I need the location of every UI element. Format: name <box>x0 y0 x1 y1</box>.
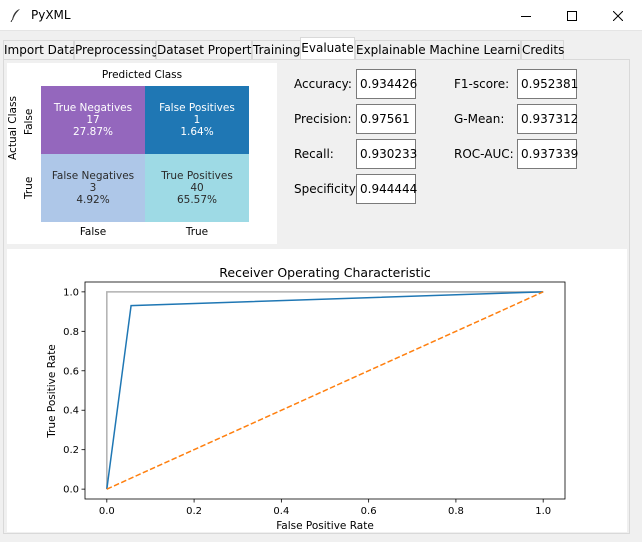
window-title: PyXML <box>31 8 71 22</box>
cm-cell-label: True Negatives <box>53 102 133 114</box>
cm-cell-percent: 4.92% <box>76 194 110 206</box>
plot-frame <box>84 281 566 500</box>
x-axis-label: False Positive Rate <box>276 520 374 532</box>
cm-cell-true-negatives: True Negatives 17 27.87% <box>41 86 145 154</box>
cm-cell-count: 3 <box>89 182 97 194</box>
recall-value-field[interactable]: 0.930233 <box>356 139 417 169</box>
g-mean-label: G-Mean: <box>454 112 505 126</box>
y-tick-label: 0.4 <box>63 406 79 417</box>
y-axis-label: True Positive Rate <box>46 344 58 439</box>
accuracy-value-field[interactable]: 0.934426 <box>356 69 417 99</box>
x-tick-label: 0.8 <box>448 506 464 517</box>
accuracy-label: Accuracy: <box>294 77 352 91</box>
cm-col-tick-true: True <box>185 226 209 238</box>
close-icon <box>613 10 623 21</box>
cm-cell-percent: 65.57% <box>176 194 218 206</box>
cm-cell-label: False Negatives <box>51 170 135 182</box>
random-baseline-line <box>106 291 544 490</box>
y-tick-label: 0.6 <box>63 366 79 377</box>
cm-cell-count: 1 <box>193 114 201 126</box>
roc-chart: Receiver Operating Characteristic 0.0 0.2… <box>46 265 566 532</box>
tab-dataset-property[interactable]: Dataset Property <box>156 40 259 59</box>
cm-cell-percent: 1.64% <box>180 126 214 138</box>
feather-icon <box>10 9 20 22</box>
maximize-button[interactable] <box>549 0 595 31</box>
cm-col-tick-false: False <box>79 226 107 238</box>
title-bar: PyXML <box>0 0 642 31</box>
tab-credits[interactable]: Credits <box>521 40 564 59</box>
maximize-icon <box>567 10 577 21</box>
x-tick-label: 0.6 <box>361 506 377 517</box>
minimize-button[interactable] <box>503 0 549 31</box>
f1-score-label: F1-score: <box>454 77 510 91</box>
precision-label: Precision: <box>294 112 352 126</box>
tab-explainable-machine-learning[interactable]: Explainable Machine Learning <box>355 40 536 59</box>
perfect-classifier-line <box>106 291 544 490</box>
tab-preprocessing[interactable]: Preprocessing <box>74 40 159 59</box>
y-tick-label: 0.0 <box>63 485 79 496</box>
x-tick-label: 0.0 <box>99 506 115 517</box>
x-tick-label: 0.4 <box>273 506 289 517</box>
cm-row-tick-true: True <box>23 176 35 199</box>
recall-label: Recall: <box>294 147 334 161</box>
precision-value-field[interactable]: 0.97561 <box>356 104 416 134</box>
x-tick-label: 0.2 <box>186 506 202 517</box>
cm-row-tick-false: False <box>23 108 35 135</box>
tab-training[interactable]: Training <box>252 40 301 59</box>
cm-cell-false-positives: False Positives 1 1.64% <box>145 86 249 154</box>
cm-cell-label: True Positives <box>161 170 233 182</box>
g-mean-value-field[interactable]: 0.937312 <box>517 104 578 134</box>
cm-cell-percent: 27.87% <box>72 126 114 138</box>
cm-y-axis-label: Actual Class <box>7 96 19 160</box>
roc-curve-line <box>106 291 544 490</box>
x-tick-label: 1.0 <box>535 506 551 517</box>
tab-import-data[interactable]: Import Data <box>3 40 76 59</box>
cm-cell-count: 17 <box>86 114 100 126</box>
cm-cell-false-negatives: False Negatives 3 4.92% <box>41 154 145 222</box>
y-tick-label: 1.0 <box>63 287 79 298</box>
y-tick-label: 0.8 <box>63 327 79 338</box>
roc-auc-value-field[interactable]: 0.937339 <box>517 139 578 169</box>
cm-cell-true-positives: True Positives 40 65.57% <box>145 154 249 222</box>
specificity-value-field[interactable]: 0.944444 <box>356 174 417 204</box>
cm-cell-count: 40 <box>190 182 204 194</box>
y-tick-label: 0.2 <box>63 445 79 456</box>
tab-evaluate[interactable]: Evaluate <box>300 37 355 59</box>
close-button[interactable] <box>595 0 641 31</box>
cm-title: Predicted Class <box>101 69 183 81</box>
roc-chart-panel: Receiver Operating Characteristic 0.0 0.2… <box>7 249 627 532</box>
chart-title: Receiver Operating Characteristic <box>219 265 431 280</box>
minimize-icon <box>521 15 531 17</box>
f1-score-value-field[interactable]: 0.952381 <box>517 69 578 99</box>
cm-cell-label: False Positives <box>159 102 235 114</box>
specificity-label: Specificity: <box>294 182 360 196</box>
roc-auc-label: ROC-AUC: <box>454 147 514 161</box>
